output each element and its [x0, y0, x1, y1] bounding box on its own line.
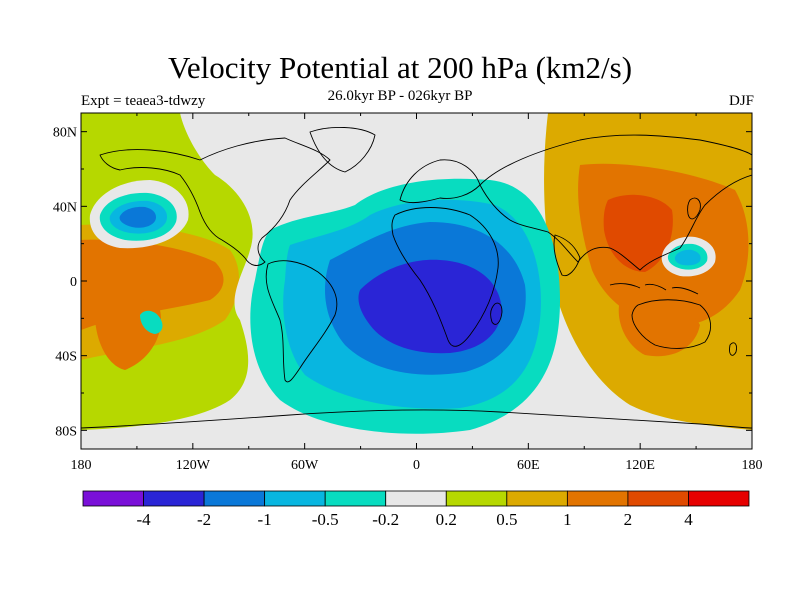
colorbar-swatch: [324, 490, 387, 507]
contour-fill-2-4-asia: [603, 194, 673, 272]
coast-indonesia: [609, 283, 699, 295]
colorbar-label: 4: [684, 510, 693, 529]
coast-madagascar: [490, 302, 503, 325]
lon-tick-label: 180: [71, 458, 92, 473]
lon-tick-label: 120E: [625, 458, 655, 473]
colorbar-label: -0.2: [372, 510, 399, 529]
lon-tick-label: 60E: [517, 458, 540, 473]
colorbar-label: 0.5: [496, 510, 517, 529]
colorbar-swatch: [445, 490, 508, 507]
colorbar-swatch: [264, 490, 326, 507]
lat-tick-label: 80S: [55, 424, 77, 439]
colorbar-label: -2: [197, 510, 211, 529]
map-title: Velocity Potential at 200 hPa (km2/s): [167, 50, 633, 85]
contour-fill-1-2-australia: [618, 298, 700, 357]
experiment-label: Expt = teaea3-tdwzy: [81, 93, 206, 109]
coast-india: [553, 234, 581, 277]
lat-tick-label: 80N: [53, 126, 77, 141]
colorbar: -4 -2 -1 -0.5 -0.2 0.2 0.5 1 2 4: [82, 490, 750, 529]
colorbar-swatch: [506, 490, 568, 507]
colorbar-label: 1: [563, 510, 572, 529]
lon-tick-label: 120W: [176, 458, 211, 473]
season-label: DJF: [728, 93, 754, 109]
colorbar-label: -1: [258, 510, 272, 529]
colorbar-label: -0.5: [312, 510, 339, 529]
time-range-subtitle: 26.0kyr BP - 026kyr BP: [327, 88, 473, 104]
colorbar-swatch: [203, 490, 266, 507]
lon-tick-label: 0: [413, 458, 420, 473]
coast-south-america: [265, 260, 338, 383]
coast-north-america: [99, 137, 331, 266]
colorbar-swatch: [82, 490, 144, 507]
colorbar-label: -4: [136, 510, 151, 529]
coast-new-zealand: [729, 342, 737, 356]
lat-tick-label: 0: [70, 275, 77, 290]
contour-fill-neg0.2-spac: [140, 310, 163, 334]
contour-fill-neg1-npac: [119, 206, 156, 228]
coast-greenland: [309, 126, 376, 173]
lat-tick-label: 40N: [53, 200, 77, 215]
lat-tick-label: 40S: [55, 350, 77, 365]
colorbar-swatch: [688, 490, 750, 507]
contour-fill-neg2-neg4: [358, 259, 502, 354]
coast-australia: [631, 299, 711, 349]
lon-tick-label: 60W: [291, 458, 319, 473]
colorbar-swatch: [143, 490, 205, 507]
latitude-axis: 80N 40N 0 40S 80S: [53, 126, 752, 439]
colorbar-swatch: [566, 490, 629, 507]
colorbar-swatch: [627, 490, 689, 507]
lon-tick-label: 180: [742, 458, 763, 473]
longitude-axis: 180 120W 60W 0 60E 120E 180: [71, 113, 763, 473]
coastlines: [81, 126, 752, 429]
colorbar-swatch: [385, 490, 447, 507]
colorbar-label: 0.2: [436, 510, 457, 529]
contour-fill-neg0.5-wpac: [674, 249, 701, 266]
coast-asia: [479, 134, 752, 271]
coast-africa: [391, 207, 499, 347]
coast-antarctica: [81, 409, 752, 429]
coast-japan: [687, 197, 701, 220]
map-panel: [81, 113, 752, 449]
colorbar-label: 2: [624, 510, 633, 529]
